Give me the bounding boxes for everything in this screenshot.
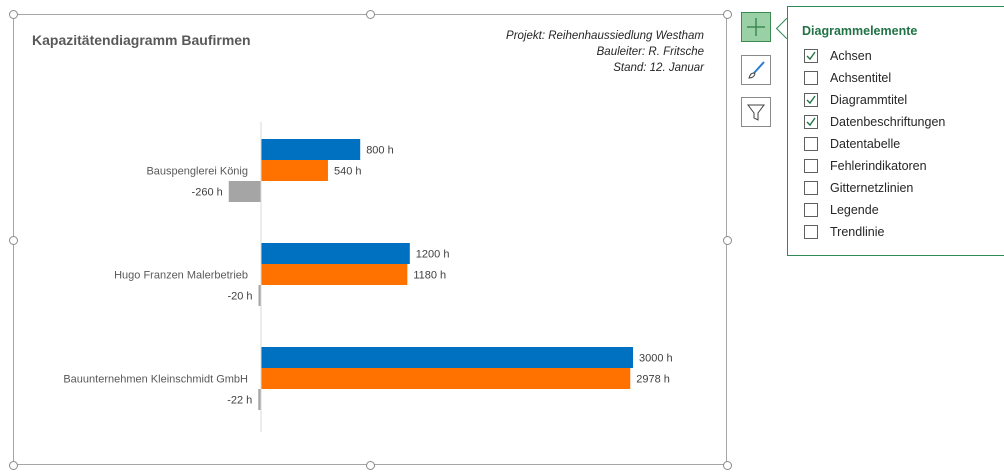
- checkmark-icon: [805, 50, 817, 62]
- chart-filter-button[interactable]: [741, 97, 771, 127]
- bar-0-1[interactable]: [261, 160, 328, 181]
- category-label[interactable]: Bauunternehmen Kleinschmidt GmbH: [63, 374, 248, 386]
- category-label[interactable]: Hugo Franzen Malerbetrieb: [114, 270, 248, 282]
- option-gitternetzlinien[interactable]: Gitternetzlinien: [804, 179, 913, 197]
- panel-title: Diagrammelemente: [802, 24, 917, 38]
- category-label[interactable]: Bauspenglerei König: [146, 166, 248, 178]
- option-label: Diagrammtitel: [830, 93, 907, 107]
- checkbox[interactable]: [804, 137, 818, 151]
- checkbox[interactable]: [804, 71, 818, 85]
- data-label[interactable]: 1200 h: [416, 249, 450, 261]
- checkbox[interactable]: [804, 225, 818, 239]
- option-label: Fehlerindikatoren: [830, 159, 927, 173]
- checkbox[interactable]: [804, 49, 818, 63]
- checkbox[interactable]: [804, 93, 818, 107]
- checkmark-icon: [805, 116, 817, 128]
- bar-2-0[interactable]: [261, 347, 633, 368]
- checkbox[interactable]: [804, 203, 818, 217]
- data-label[interactable]: -260 h: [192, 187, 223, 199]
- data-label[interactable]: 1180 h: [413, 270, 446, 282]
- funnel-icon: [745, 101, 767, 123]
- option-label: Achsen: [830, 49, 872, 63]
- plus-icon: [745, 16, 767, 38]
- data-label[interactable]: -22 h: [227, 395, 252, 407]
- brush-icon: [745, 59, 767, 81]
- checkmark-icon: [805, 94, 817, 106]
- option-achsen[interactable]: Achsen: [804, 47, 872, 65]
- bar-1-1[interactable]: [261, 264, 407, 285]
- option-label: Datentabelle: [830, 137, 900, 151]
- option-trendlinie[interactable]: Trendlinie: [804, 223, 884, 241]
- bar-1-0[interactable]: [261, 243, 410, 264]
- option-label: Datenbeschriftungen: [830, 115, 945, 129]
- checkbox[interactable]: [804, 181, 818, 195]
- checkbox[interactable]: [804, 159, 818, 173]
- data-label[interactable]: 2978 h: [636, 374, 670, 386]
- chart-elements-button[interactable]: [741, 12, 771, 42]
- data-label[interactable]: -20 h: [227, 291, 252, 303]
- option-achsentitel[interactable]: Achsentitel: [804, 69, 891, 87]
- chart-elements-panel: Diagrammelemente Achsen Achsentitel Diagra…: [787, 6, 1004, 256]
- option-label: Gitternetzlinien: [830, 181, 913, 195]
- option-legende[interactable]: Legende: [804, 201, 879, 219]
- option-fehlerindikatoren[interactable]: Fehlerindikatoren: [804, 157, 927, 175]
- bar-2-1[interactable]: [261, 368, 630, 389]
- option-label: Legende: [830, 203, 879, 217]
- bar-0-2[interactable]: [229, 181, 261, 202]
- data-label[interactable]: 540 h: [334, 166, 362, 178]
- bar-0-0[interactable]: [261, 139, 360, 160]
- data-label[interactable]: 3000 h: [639, 353, 673, 365]
- option-datenbeschriftungen[interactable]: Datenbeschriftungen: [804, 113, 945, 131]
- chart-styles-button[interactable]: [741, 55, 771, 85]
- option-datentabelle[interactable]: Datentabelle: [804, 135, 900, 153]
- option-label: Achsentitel: [830, 71, 891, 85]
- checkbox[interactable]: [804, 115, 818, 129]
- data-label[interactable]: 800 h: [366, 145, 394, 157]
- option-diagrammtitel[interactable]: Diagrammtitel: [804, 91, 907, 109]
- option-label: Trendlinie: [830, 225, 884, 239]
